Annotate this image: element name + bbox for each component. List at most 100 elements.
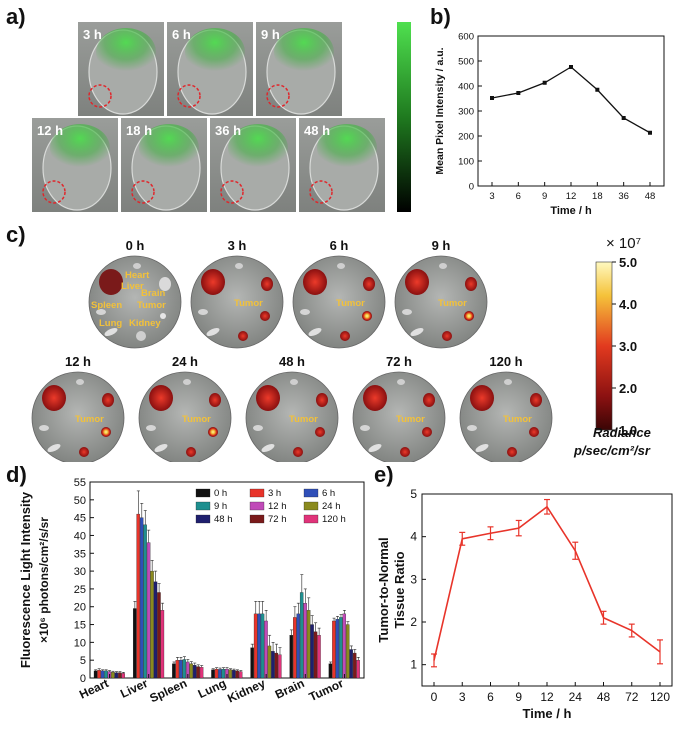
tile-time-label: 18 h [126,123,152,138]
bar [160,610,165,679]
panel-e-letter: e) [374,462,394,487]
bar [310,624,314,679]
organ-label-heart: Heart [125,270,150,281]
series-line [491,66,651,134]
y-tick-label: 40 [74,530,86,542]
organ-lung [206,327,220,337]
green-signal [96,28,156,76]
tumor-circle [309,180,333,204]
bar [274,652,279,679]
organ-brain [102,393,114,407]
tile-time-label: 36 h [215,123,241,138]
y-tick-label: 20 [74,602,86,614]
fluorescence-tile: 18 h [121,118,207,212]
data-point [621,116,626,120]
x-tick-label: 120 [650,690,670,704]
y-tick-label: 300 [458,107,474,118]
tumor-circle [131,180,155,204]
y-tick-label: 35 [74,548,86,560]
y-tick-label: 25 [74,584,86,596]
radiance-colorbar [595,261,613,431]
y-axis-label-line2: ×10⁶ photons/cm²/s/sr [37,517,51,643]
bar [271,651,275,679]
data-point [595,87,600,92]
organ-label-liver: Liver [121,281,144,292]
organ-label-spleen: Spleen [91,300,122,311]
organ-kidney [136,331,146,341]
x-tick-label: 12 [566,191,577,202]
dish-time-label: 24 h [172,354,198,369]
tumor-label: Tumor [182,414,211,425]
x-axis-label: Time / h [523,706,572,721]
organ-spleen [402,309,412,315]
bar [250,647,254,679]
y-axis-label-line1: Tumor-to-Normal [376,537,391,642]
colorbar-tick-label: 4.0 [619,297,637,312]
organ-dish: 9 h Tumor [394,238,488,349]
bar [235,670,239,679]
green-signal [185,28,245,76]
bar [153,581,158,679]
data-point [648,130,652,135]
organ-spleen [360,425,370,431]
organ-heart [439,263,447,269]
green-colorbar [397,22,411,212]
x-tick-label: 48 [597,690,611,704]
bar [139,517,144,679]
organ-tumor [362,311,372,321]
colorbar-multiplier: × 10⁷ [606,235,641,252]
tile-time-label: 12 h [37,123,63,138]
organ-brain [261,277,273,291]
organ-heart [504,379,512,385]
bar [257,613,261,679]
bar [232,670,236,679]
bar [260,613,265,679]
category-label: Brain [273,676,307,702]
organ-kidney [507,447,517,457]
organ-brain [316,393,328,407]
green-signal [139,124,199,172]
green-signal [50,124,110,172]
y-tick-label: 100 [458,157,474,168]
legend-swatch [249,488,265,498]
y-tick-label: 15 [74,620,86,632]
legend-label: 48 h [214,514,233,525]
organ-liver [99,269,123,295]
bar [317,635,321,679]
organ-lung [261,443,275,453]
organ-brain [363,277,375,291]
colorbar-tick-label: 2.0 [619,381,637,396]
organ-kidney [442,331,452,341]
colorbar-tick-label: 5.0 [619,255,637,270]
legend-swatch [303,501,319,511]
y-tick-label: 200 [458,132,474,143]
organ-kidney [186,447,196,457]
plot-frame [477,35,665,187]
bar [313,631,318,679]
tumor-circle [266,84,290,108]
bar [267,645,272,679]
legend-swatch [195,488,211,498]
green-signal [317,124,377,172]
organ-liver [149,385,173,411]
bar [238,671,243,679]
organ-tumor [260,311,270,321]
category-label: Spleen [148,676,190,705]
organ-heart [337,263,345,269]
bar [114,672,119,679]
organ-lung [410,327,424,337]
dish-time-label: 12 h [65,354,91,369]
bar [253,613,258,679]
tumor-label: Tumor [336,298,365,309]
category-label: Kidney [225,676,267,706]
legend-swatch [249,501,265,511]
organ-lung [104,327,118,337]
organ-dish: 3 h Tumor [190,238,284,349]
bar [179,660,183,679]
organ-liver [256,385,280,411]
organ-brain [159,277,171,291]
y-tick-label: 500 [458,57,474,68]
bar [303,603,307,679]
